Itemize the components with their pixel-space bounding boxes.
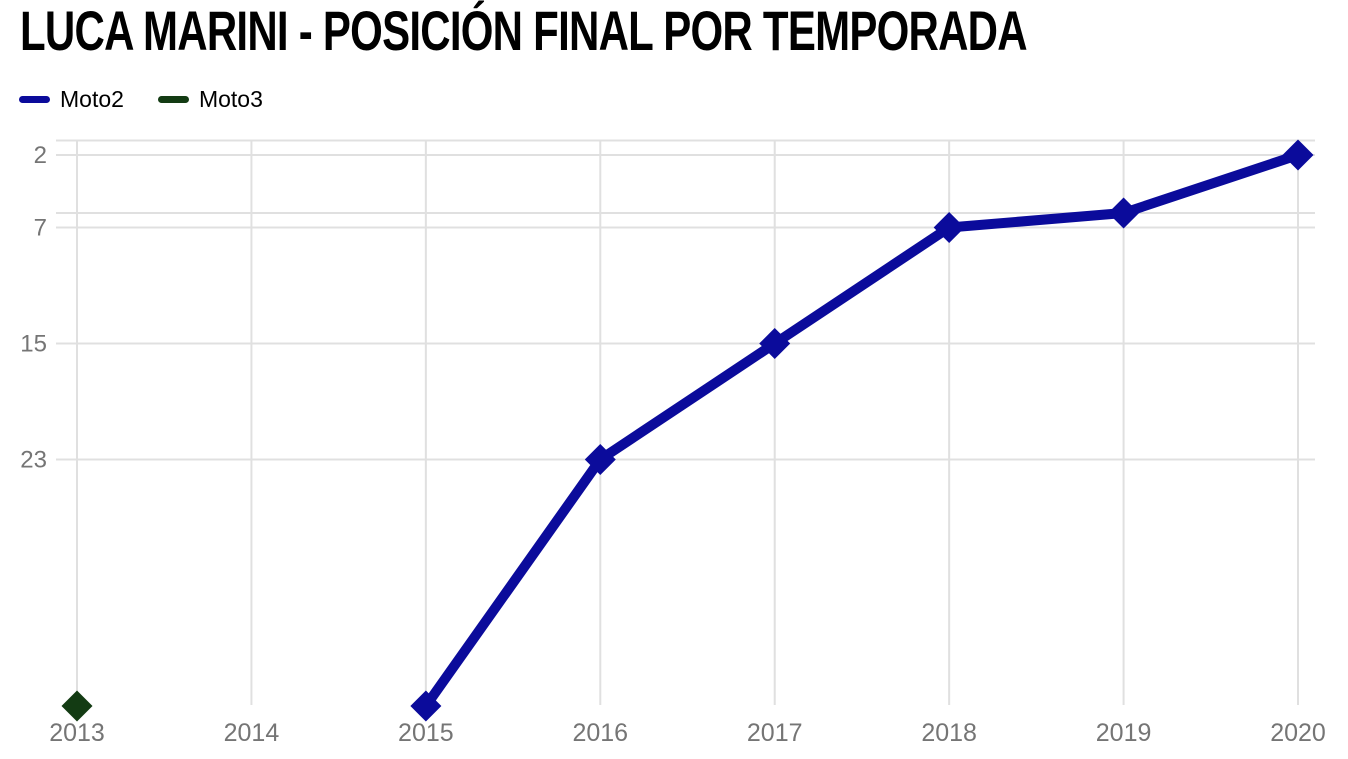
moto2-point-2018 (933, 212, 965, 243)
legend-label: Moto2 (60, 86, 124, 112)
x-axis-tick-label: 2014 (224, 719, 280, 747)
y-axis-tick-label: 7 (34, 215, 47, 242)
moto2-point-2019 (1108, 197, 1140, 229)
moto2-point-2016 (584, 444, 616, 475)
chart-legend: Moto2 Moto3 (19, 88, 263, 111)
x-axis-tick-label: 2018 (921, 719, 977, 747)
chart-title: LUCA MARINI - POSICIÓN FINAL POR TEMPORA… (20, 0, 1028, 62)
y-axis-tick-label: 15 (20, 331, 47, 358)
y-axis-tick-label: 2 (34, 142, 47, 169)
x-axis-tick-label: 2019 (1096, 719, 1152, 747)
moto2-point-2015 (410, 690, 442, 722)
moto2-swatch-icon (19, 96, 50, 103)
x-axis-tick-label: 2013 (49, 719, 105, 747)
y-axis-tick-label: 23 (20, 447, 47, 474)
x-axis-tick-label: 2020 (1270, 719, 1326, 747)
x-axis-tick-label: 2016 (572, 719, 628, 747)
moto3-point-2013 (61, 690, 93, 722)
legend-item-moto2: Moto2 (19, 88, 124, 111)
legend-label: Moto3 (198, 86, 263, 112)
x-axis-tick-label: 2017 (747, 719, 803, 747)
legend-item-moto3: Moto3 (157, 86, 263, 112)
x-axis-tick-label: 2015 (398, 719, 454, 747)
moto2-line (420, 150, 1304, 711)
moto2-point-2017 (759, 328, 791, 359)
moto3-swatch-icon (157, 96, 189, 103)
moto2-point-2020 (1282, 139, 1314, 171)
